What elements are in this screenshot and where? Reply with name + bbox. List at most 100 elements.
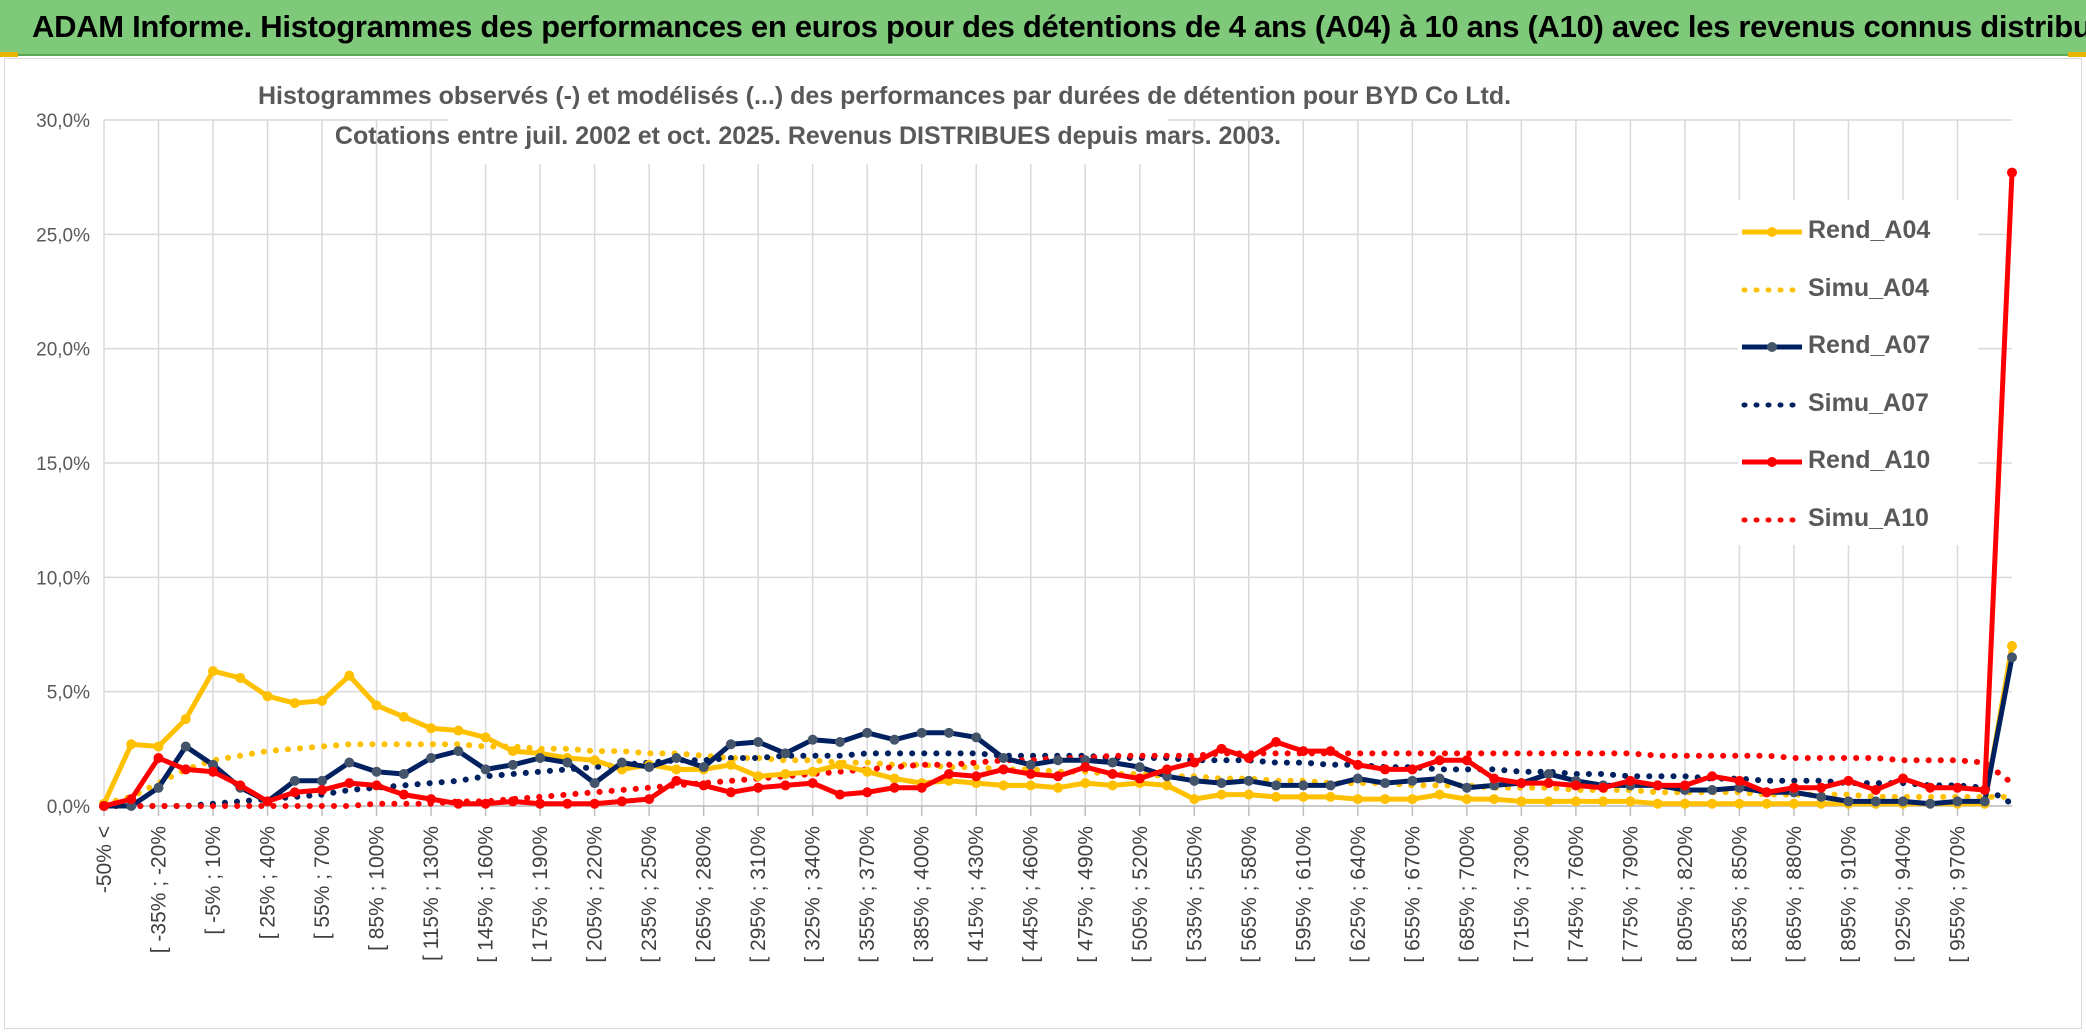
- data-point-rend_a07: [1380, 778, 1391, 789]
- legend-label: Simu_A10: [1808, 504, 1929, 532]
- y-tick-label: 30,0%: [36, 111, 90, 132]
- x-tick-label: [ 595% ; 610%: [1292, 826, 1315, 963]
- data-point-rend_a07: [371, 766, 382, 777]
- data-point-rend_a10: [1543, 778, 1554, 789]
- y-tick-label: 0,0%: [47, 797, 90, 818]
- data-point-rend_a10: [1516, 778, 1527, 789]
- data-point-rend_a10: [344, 778, 355, 789]
- x-tick-label: [ 655% ; 670%: [1401, 826, 1424, 963]
- x-tick-label: [ 835% ; 850%: [1728, 826, 1751, 963]
- data-point-rend_a04: [834, 759, 845, 770]
- corner-mark-left: [0, 52, 18, 57]
- x-tick-label: [ 85% ; 100%: [366, 826, 389, 951]
- data-point-rend_a07: [1352, 773, 1363, 784]
- data-point-rend_a10: [535, 798, 546, 809]
- data-point-rend_a10: [480, 798, 491, 809]
- x-tick-label: [ 475% ; 490%: [1074, 826, 1097, 963]
- data-point-rend_a07: [1298, 780, 1309, 791]
- data-point-rend_a07: [1952, 796, 1963, 807]
- x-tick-label: [ 625% ; 640%: [1347, 826, 1370, 963]
- data-point-rend_a04: [807, 766, 818, 777]
- legend-swatch-rend-a04: [1742, 227, 1802, 237]
- legend-item-rend-a10: Rend_A10: [1738, 442, 1978, 482]
- data-point-rend_a04: [1543, 796, 1554, 807]
- data-point-rend_a10: [371, 780, 382, 791]
- legend-label: Simu_A04: [1808, 274, 1929, 302]
- x-tick-label: [ 295% ; 310%: [747, 826, 770, 963]
- data-point-rend_a04: [1734, 798, 1745, 809]
- data-point-rend_a10: [317, 784, 328, 795]
- x-tick-label: [ 235% ; 250%: [638, 826, 661, 963]
- x-tick-label: [ 925% ; 940%: [1892, 826, 1915, 963]
- x-tick-label: [ 505% ; 520%: [1129, 826, 1152, 963]
- data-point-rend_a10: [1407, 764, 1418, 775]
- data-point-rend_a04: [371, 700, 382, 711]
- y-tick-label: 5,0%: [47, 683, 90, 704]
- data-point-rend_a10: [507, 796, 518, 807]
- data-point-rend_a04: [208, 666, 219, 677]
- data-point-rend_a04: [1516, 796, 1527, 807]
- data-point-rend_a04: [862, 766, 873, 777]
- data-point-rend_a04: [725, 759, 736, 770]
- legend-item-simu-a07: Simu_A07: [1738, 385, 1978, 425]
- legend-label: Simu_A07: [1808, 389, 1929, 417]
- data-point-rend_a10: [862, 787, 873, 798]
- data-point-rend_a07: [1843, 796, 1854, 807]
- data-point-rend_a10: [1325, 746, 1336, 757]
- y-tick-label: 10,0%: [36, 568, 90, 589]
- data-point-rend_a07: [1271, 780, 1282, 791]
- data-point-rend_a10: [1298, 746, 1309, 757]
- x-tick-label: [ -35% ; -20%: [148, 826, 171, 953]
- data-point-rend_a10: [1461, 755, 1472, 766]
- data-point-rend_a04: [589, 755, 600, 766]
- data-point-rend_a04: [426, 723, 437, 734]
- data-point-rend_a07: [317, 775, 328, 786]
- data-point-rend_a07: [480, 764, 491, 775]
- data-point-rend_a10: [971, 771, 982, 782]
- x-tick-label: [ 535% ; 550%: [1183, 826, 1206, 963]
- data-point-rend_a07: [943, 727, 954, 738]
- data-point-rend_a07: [507, 759, 518, 770]
- x-tick-label: [ 775% ; 790%: [1619, 826, 1642, 963]
- x-tick-label: [ -5% ; 10%: [202, 826, 225, 935]
- data-point-rend_a07: [916, 727, 927, 738]
- data-point-rend_a10: [1053, 771, 1063, 782]
- data-point-rend_a04: [971, 778, 982, 789]
- chart-frame: [4, 58, 2082, 1029]
- data-point-rend_a10: [1107, 768, 1118, 779]
- data-point-rend_a04: [998, 780, 1009, 791]
- data-point-rend_a10: [1134, 773, 1145, 784]
- data-point-rend_a07: [807, 734, 818, 745]
- legend-label: Rend_A04: [1808, 216, 1931, 244]
- data-point-rend_a10: [698, 780, 709, 791]
- data-point-rend_a07: [1897, 796, 1908, 807]
- data-point-rend_a07: [1707, 784, 1718, 795]
- data-point-rend_a04: [1788, 798, 1799, 809]
- data-point-rend_a04: [262, 691, 273, 702]
- x-tick-label: [ 55% ; 70%: [311, 826, 334, 939]
- legend-swatch-rend-a07: [1742, 342, 1802, 352]
- data-point-rend_a04: [889, 773, 900, 784]
- data-point-rend_a07: [1434, 773, 1445, 784]
- data-point-rend_a07: [1053, 755, 1063, 766]
- y-tick-label: 15,0%: [36, 454, 90, 475]
- data-point-rend_a10: [1897, 773, 1908, 784]
- data-point-rend_a10: [589, 798, 600, 809]
- data-point-rend_a07: [616, 757, 627, 768]
- chart-legend: Rend_A04 Simu_A04 Rend_A07 Simu_A07 Rend…: [1738, 200, 1978, 545]
- x-tick-label: [ 805% ; 820%: [1674, 826, 1697, 963]
- legend-item-rend-a04: Rend_A04: [1738, 212, 1978, 252]
- legend-swatch-simu-a10: [1741, 517, 1805, 523]
- corner-mark-right: [2068, 52, 2086, 57]
- data-point-rend_a10: [235, 780, 246, 791]
- data-point-rend_a07: [344, 757, 355, 768]
- data-point-rend_a10: [562, 798, 573, 809]
- data-point-rend_a10: [725, 787, 736, 798]
- data-point-rend_a04: [480, 732, 491, 743]
- x-tick-label: [ 25% ; 40%: [257, 826, 280, 939]
- data-point-rend_a07: [725, 739, 736, 750]
- data-point-rend_a07: [426, 752, 437, 763]
- data-point-rend_a04: [1162, 780, 1173, 791]
- data-point-rend_a04: [507, 746, 518, 757]
- data-point-rend_a04: [1816, 798, 1827, 809]
